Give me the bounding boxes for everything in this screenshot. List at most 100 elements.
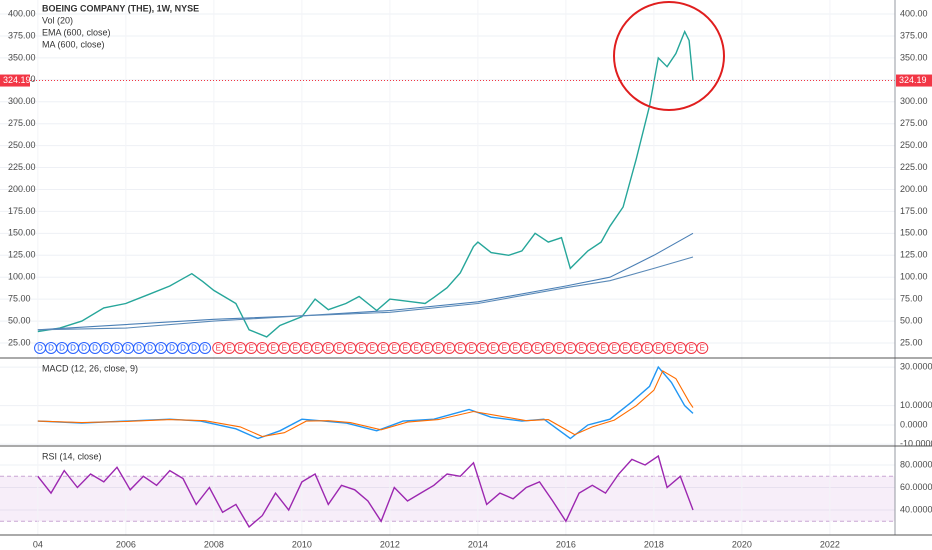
- event-label: E: [502, 344, 507, 353]
- y-tick-label: 150.00: [8, 228, 36, 238]
- x-tick-label: 2006: [116, 539, 136, 549]
- event-label: E: [425, 344, 430, 353]
- event-label: D: [92, 344, 98, 353]
- y-tick-label: 100.00: [900, 272, 928, 282]
- y-tick-label: 125.00: [8, 250, 36, 260]
- y-tick-label: 10.0000: [900, 400, 932, 410]
- y-tick-label: 200.00: [8, 184, 36, 194]
- y-tick-label: 40.0000: [900, 504, 932, 514]
- event-label: E: [249, 344, 254, 353]
- event-label: E: [260, 344, 265, 353]
- y-tick-label: 275.00: [8, 118, 36, 128]
- event-label: E: [612, 344, 617, 353]
- event-label: E: [414, 344, 419, 353]
- event-label: E: [678, 344, 683, 353]
- event-label: E: [634, 344, 639, 353]
- event-label: E: [480, 344, 485, 353]
- y-tick-label: 100.00: [8, 272, 36, 282]
- legend-entry: RSI (14, close): [42, 451, 102, 461]
- event-label: E: [656, 344, 661, 353]
- rsi-band: [0, 476, 895, 522]
- series-line: [37, 29, 694, 338]
- event-marker: [696, 342, 709, 354]
- series-line: [37, 365, 694, 440]
- event-label: E: [216, 344, 221, 353]
- event-label: D: [125, 344, 131, 353]
- x-tick-label: 2018: [644, 539, 664, 549]
- event-label: E: [535, 344, 540, 353]
- event-label: E: [568, 344, 573, 353]
- event-label: E: [348, 344, 353, 353]
- event-label: D: [37, 344, 43, 353]
- series-line: [37, 232, 694, 331]
- series-line: [37, 370, 694, 438]
- event-label: D: [169, 344, 175, 353]
- event-label: D: [59, 344, 65, 353]
- event-label: D: [103, 344, 109, 353]
- x-tick-label: 2012: [380, 539, 400, 549]
- event-label: E: [271, 344, 276, 353]
- series-line: [37, 454, 694, 528]
- event-label: D: [114, 344, 120, 353]
- legend-entry: EMA (600, close): [42, 27, 111, 37]
- event-label: E: [326, 344, 331, 353]
- event-label: E: [381, 344, 386, 353]
- event-label: D: [191, 344, 197, 353]
- y-tick-label: 75.00: [900, 294, 923, 304]
- event-label: E: [447, 344, 452, 353]
- y-tick-label: 400.00: [8, 8, 36, 18]
- event-label: D: [81, 344, 87, 353]
- event-label: E: [436, 344, 441, 353]
- y-tick-label: 300.00: [8, 96, 36, 106]
- event-label: E: [282, 344, 287, 353]
- event-label: E: [623, 344, 628, 353]
- x-tick-label: 2014: [468, 539, 488, 549]
- event-label: E: [337, 344, 342, 353]
- event-label: E: [293, 344, 298, 353]
- event-label: E: [579, 344, 584, 353]
- event-label: E: [645, 344, 650, 353]
- event-label: E: [601, 344, 606, 353]
- event-label: E: [469, 344, 474, 353]
- event-label: E: [359, 344, 364, 353]
- price-label-box: [896, 74, 932, 87]
- event-label: E: [403, 344, 408, 353]
- event-label: D: [180, 344, 186, 353]
- event-label: E: [491, 344, 496, 353]
- legend-entry: MA (600, close): [42, 39, 105, 49]
- y-tick-label: 0.0000: [900, 419, 928, 429]
- x-tick-label: 2016: [556, 539, 576, 549]
- y-tick-label: 275.00: [900, 118, 928, 128]
- event-label: E: [667, 344, 672, 353]
- y-tick-label: 250.00: [900, 140, 928, 150]
- y-tick-label: 60.0000: [900, 482, 932, 492]
- event-label: E: [458, 344, 463, 353]
- event-label: E: [557, 344, 562, 353]
- y-tick-label: 25.00: [900, 337, 923, 347]
- event-label: D: [147, 344, 153, 353]
- event-label: D: [136, 344, 142, 353]
- y-tick-label: 25.00: [8, 337, 31, 347]
- price-label-box: [0, 74, 30, 87]
- event-label: E: [689, 344, 694, 353]
- event-label: E: [315, 344, 320, 353]
- y-tick-label: 350.00: [8, 52, 36, 62]
- event-label: E: [513, 344, 518, 353]
- y-tick-label: 50.00: [900, 315, 923, 325]
- series-line: [37, 256, 694, 331]
- y-tick-label: 75.00: [8, 294, 31, 304]
- x-tick-label: 2020: [732, 539, 752, 549]
- y-tick-label: 225.00: [8, 162, 36, 172]
- last-price-label: 324.19: [899, 75, 927, 85]
- last-price-label: 324.19: [3, 75, 31, 85]
- event-label: E: [304, 344, 309, 353]
- legend-entry: Vol (20): [42, 15, 73, 25]
- event-label: D: [202, 344, 208, 353]
- event-label: D: [48, 344, 54, 353]
- event-label: E: [700, 344, 705, 353]
- annotation-circle: [613, 1, 725, 111]
- y-tick-label: 225.00: [900, 162, 928, 172]
- x-tick-label: 2008: [204, 539, 224, 549]
